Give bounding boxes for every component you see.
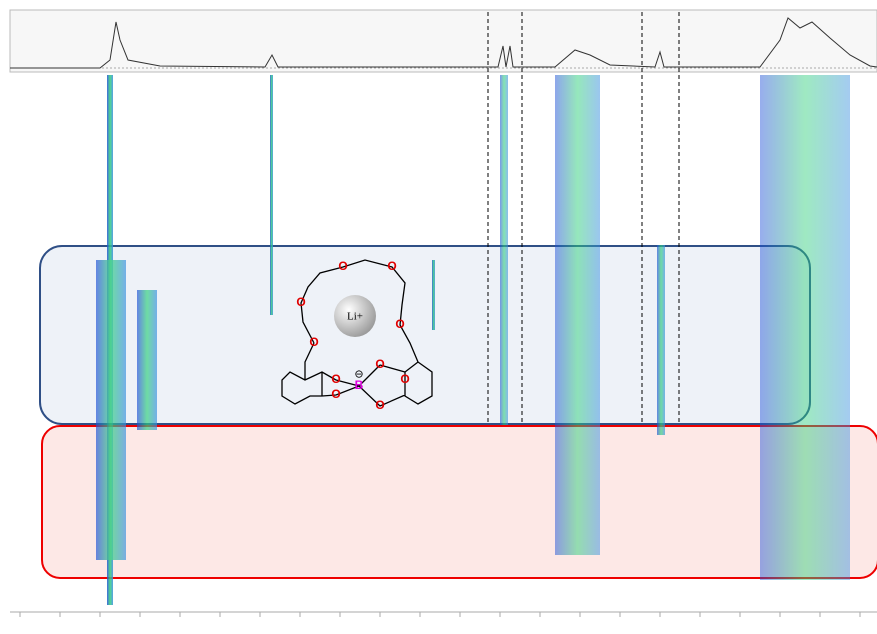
atom: O: [375, 398, 384, 412]
slow-diffusion-region: [41, 425, 877, 579]
atom: O: [331, 372, 340, 386]
guide-lines: [487, 12, 680, 425]
molecule: Li+ O O O O O O O O O O B ⊖: [281, 259, 433, 412]
projection-spectrum: [9, 9, 877, 73]
atom: O: [338, 259, 347, 273]
x-axis: [10, 611, 877, 617]
atom: O: [375, 357, 384, 371]
atom: O: [387, 259, 396, 273]
atom: O: [309, 335, 318, 349]
charge: ⊖: [354, 369, 363, 381]
atom: O: [400, 372, 409, 386]
atom: O: [296, 295, 305, 309]
atom: O: [331, 387, 340, 401]
atom: O: [395, 317, 404, 331]
dosy-signals: [96, 75, 850, 605]
atom: B: [355, 378, 364, 392]
ion-label: Li+: [347, 311, 363, 323]
